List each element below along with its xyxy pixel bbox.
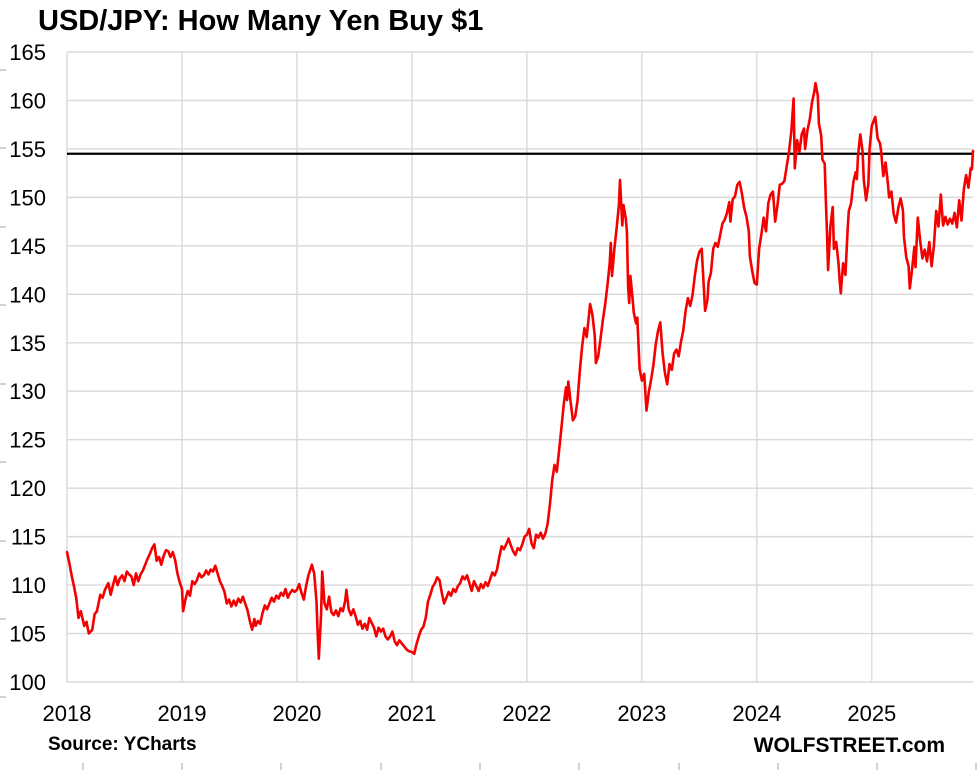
y-tick-label: 150 [9, 185, 46, 210]
x-tick-label: 2020 [272, 701, 321, 726]
y-tick-label: 100 [9, 670, 46, 695]
x-tick-label: 2023 [617, 701, 666, 726]
chart-title: USD/JPY: How Many Yen Buy $1 [38, 5, 484, 37]
x-tick-label: 2018 [43, 701, 92, 726]
y-axis-labels: 100 105 110 115 120 125 130 135 140 145 150 155 160 1… [9, 40, 46, 695]
x-tick-label: 2019 [157, 701, 206, 726]
gridlines [66, 51, 973, 683]
y-tick-label: 130 [9, 379, 46, 404]
site-branding: WOLFSTREET.com [753, 734, 945, 757]
x-tick-label: 2022 [502, 701, 551, 726]
y-tick-label: 145 [9, 234, 46, 259]
y-tick-label: 110 [11, 573, 46, 598]
x-tick-label: 2025 [847, 701, 896, 726]
x-axis-labels: 2018 2019 2020 2021 2022 2023 2024 2025 [43, 701, 897, 726]
y-tick-label: 120 [9, 476, 46, 501]
x-tick-label: 2024 [732, 701, 781, 726]
x-tick-label: 2021 [387, 701, 436, 726]
edge-ticks [0, 69, 977, 770]
y-tick-label: 160 [9, 88, 46, 113]
y-tick-label: 125 [9, 428, 46, 453]
source-credit: Source: YCharts [48, 734, 197, 755]
y-tick-label: 135 [9, 331, 46, 356]
y-tick-label: 155 [9, 137, 46, 162]
usdjpy-price-line [65, 81, 975, 660]
y-tick-label: 105 [9, 622, 46, 647]
y-tick-label: 165 [9, 40, 46, 65]
y-tick-label: 140 [9, 282, 46, 307]
y-tick-label: 115 [11, 525, 46, 550]
